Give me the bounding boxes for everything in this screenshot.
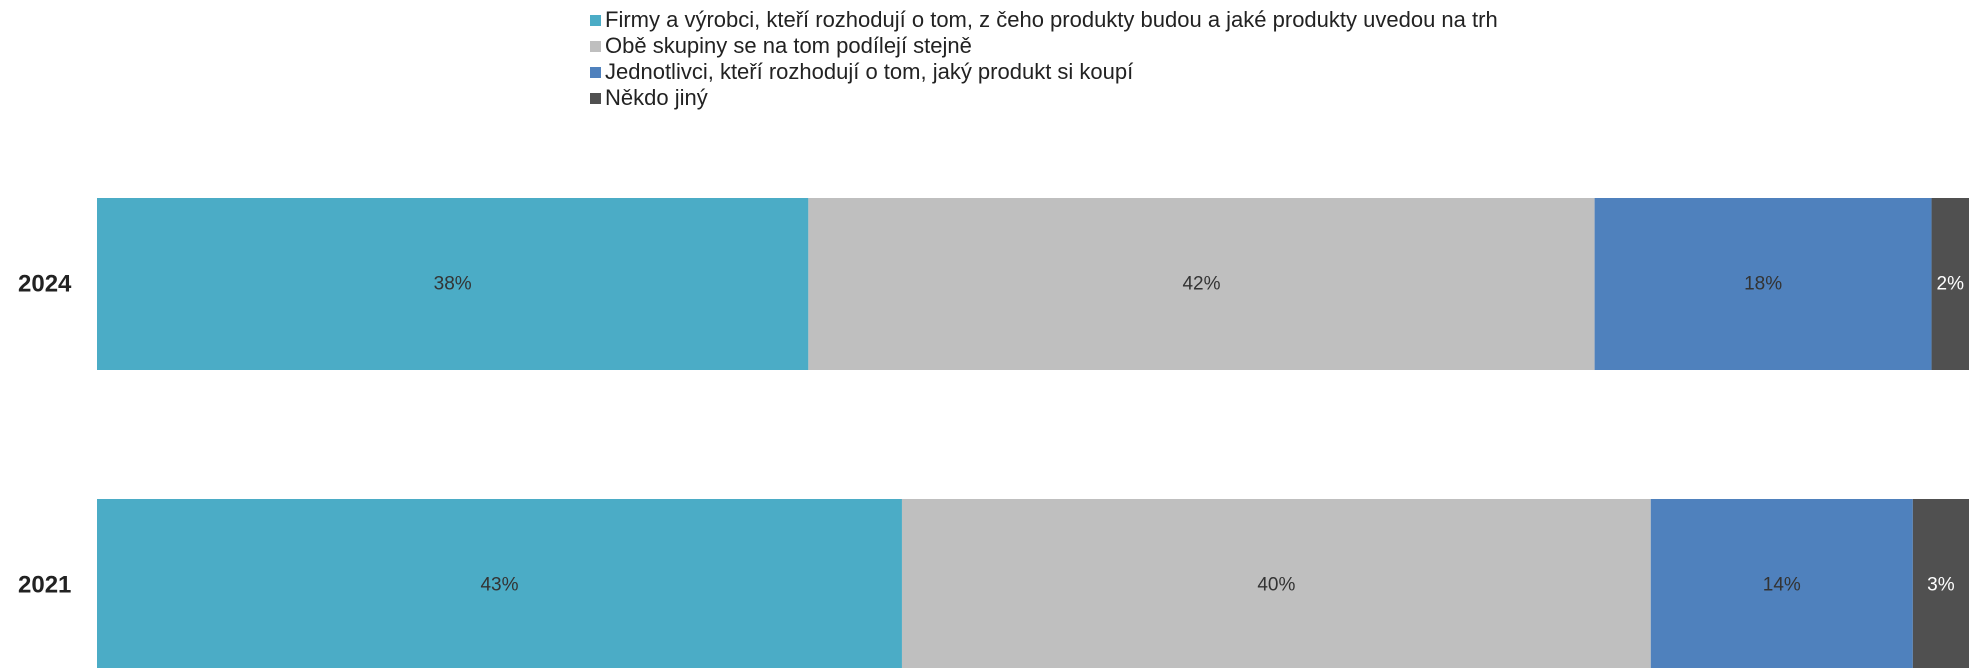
legend-swatch-obe-skupiny bbox=[590, 40, 601, 52]
data-label-2021-firmy-a-vyrobci-kteri-ro: 43% bbox=[480, 575, 518, 596]
legend-swatch-nekdo-jiny bbox=[590, 92, 601, 104]
data-label-2021-jednotlivci-kteri-rozhod: 14% bbox=[1763, 575, 1801, 596]
data-label-2024-firmy-a-vyrobci-kteri-ro: 38% bbox=[434, 274, 472, 295]
data-label-2024-nekdo-jiny: 2% bbox=[1937, 274, 1965, 295]
legend-item-obe-skupiny: Obě skupiny se na tom podílejí stejně bbox=[590, 33, 1498, 59]
y-tick-label-2024: 2024 bbox=[18, 271, 72, 298]
chart-legend: Firmy a výrobci, kteří rozhodují o tom, … bbox=[590, 7, 1498, 111]
bar-segment-2021-firmy-a-vyrobci-kteri-ro bbox=[97, 499, 902, 668]
data-label-2021-nekdo-jiny: 3% bbox=[1927, 575, 1955, 596]
bar-segment-2024-nekdo-jiny bbox=[1931, 198, 1969, 370]
data-label-2024-jednotlivci-kteri-rozhod: 18% bbox=[1744, 274, 1782, 295]
legend-label-obe-skupiny: Obě skupiny se na tom podílejí stejně bbox=[605, 33, 972, 58]
y-tick-label-2021: 2021 bbox=[18, 572, 71, 599]
legend-label-firmy: Firmy a výrobci, kteří rozhodují o tom, … bbox=[605, 7, 1498, 32]
bar-segment-2024-jednotlivci-kteri-rozhod bbox=[1594, 198, 1932, 370]
legend-swatch-firmy bbox=[590, 14, 601, 26]
data-label-2024-obe-skupiny-se-na-tom-po: 42% bbox=[1182, 274, 1220, 295]
bar-segment-2024-firmy-a-vyrobci-kteri-ro bbox=[97, 198, 809, 370]
legend-item-jednotlivci: Jednotlivci, kteří rozhodují o tom, jaký… bbox=[590, 59, 1498, 85]
legend-swatch-jednotlivci bbox=[590, 66, 601, 78]
bar-segment-2021-jednotlivci-kteri-rozhod bbox=[1650, 499, 1913, 668]
legend-label-jednotlivci: Jednotlivci, kteří rozhodují o tom, jaký… bbox=[605, 59, 1134, 84]
bar-segment-2024-obe-skupiny-se-na-tom-po bbox=[808, 198, 1595, 370]
bar-segment-2021-nekdo-jiny bbox=[1912, 499, 1969, 668]
legend-item-firmy: Firmy a výrobci, kteří rozhodují o tom, … bbox=[590, 7, 1498, 33]
legend-item-nekdo-jiny: Někdo jiný bbox=[590, 85, 1498, 111]
legend-label-nekdo-jiny: Někdo jiný bbox=[605, 85, 708, 110]
bar-segment-2021-obe-skupiny-se-na-tom-po bbox=[901, 499, 1651, 668]
data-label-2021-obe-skupiny-se-na-tom-po: 40% bbox=[1257, 575, 1295, 596]
